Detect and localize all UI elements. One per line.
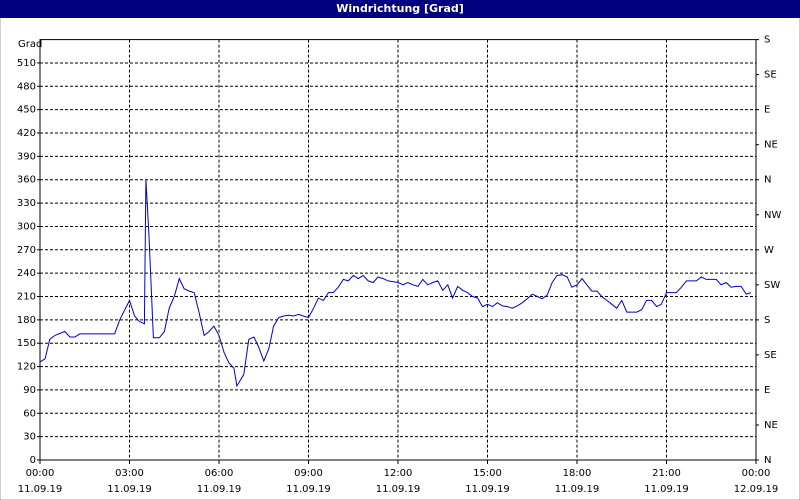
y-tick-label: 450	[17, 105, 36, 116]
y-tick-label: 0	[30, 455, 36, 466]
y2-tick-label: S	[764, 35, 770, 46]
y2-tick-label: S	[764, 315, 770, 326]
y2-tick-label: E	[764, 105, 770, 116]
data-line	[39, 179, 752, 388]
title-bar	[0, 0, 800, 18]
x-tick-label: 18:00	[563, 468, 592, 479]
y2-tick-label: W	[764, 245, 774, 256]
x-tick-date: 11.09.19	[107, 484, 152, 495]
y2-tick-label: E	[764, 385, 770, 396]
y-tick-label: 300	[17, 221, 36, 232]
y-tick-label: 510	[17, 58, 36, 69]
x-tick-date: 11.09.19	[644, 484, 689, 495]
y-tick-label: 120	[17, 362, 36, 373]
y-tick-label: 390	[17, 151, 36, 162]
y-tick-label: 180	[17, 315, 36, 326]
y-tick-label: 330	[17, 198, 36, 209]
x-tick-date: 11.09.19	[286, 484, 331, 495]
x-tick-label: 12:00	[384, 468, 413, 479]
x-tick-date: 12.09.19	[734, 484, 779, 495]
y2-tick-label: SE	[764, 70, 777, 81]
y2-tick-label: SW	[764, 280, 780, 291]
x-tick-date: 11.09.19	[376, 484, 421, 495]
y2-tick-label: SE	[764, 350, 777, 361]
x-tick-date: 11.09.19	[555, 484, 600, 495]
chart-title: Windrichtung [Grad]	[336, 2, 464, 15]
y-tick-label: 30	[23, 432, 36, 443]
y2-tick-label: NE	[764, 140, 778, 151]
x-tick-label: 06:00	[205, 468, 234, 479]
x-tick-date: 11.09.19	[465, 484, 510, 495]
y2-tick-label: NW	[764, 210, 781, 221]
y2-tick-label: N	[764, 175, 771, 186]
y-tick-label: 210	[17, 292, 36, 303]
y-tick-label: 270	[17, 245, 36, 256]
x-tick-date: 11.09.19	[197, 484, 242, 495]
y-tick-label: 360	[17, 175, 36, 186]
y-tick-label: 420	[17, 128, 36, 139]
y-tick-label: 90	[23, 385, 36, 396]
x-tick-label: 03:00	[115, 468, 144, 479]
y-tick-label: 480	[17, 81, 36, 92]
x-tick-label: 09:00	[294, 468, 323, 479]
x-tick-label: 00:00	[742, 468, 771, 479]
plot-frame	[39, 39, 757, 461]
y2-tick-label: NE	[764, 420, 778, 431]
y-axis-label: Grad	[18, 39, 42, 50]
y-tick-label: 240	[17, 268, 36, 279]
x-tick-label: 15:00	[473, 468, 502, 479]
x-tick-date: 11.09.19	[18, 484, 63, 495]
y2-tick-label: N	[764, 455, 771, 466]
x-tick-label: 00:00	[26, 468, 55, 479]
x-tick-label: 21:00	[652, 468, 681, 479]
y-tick-label: 150	[17, 338, 36, 349]
y-tick-label: 60	[23, 408, 36, 419]
